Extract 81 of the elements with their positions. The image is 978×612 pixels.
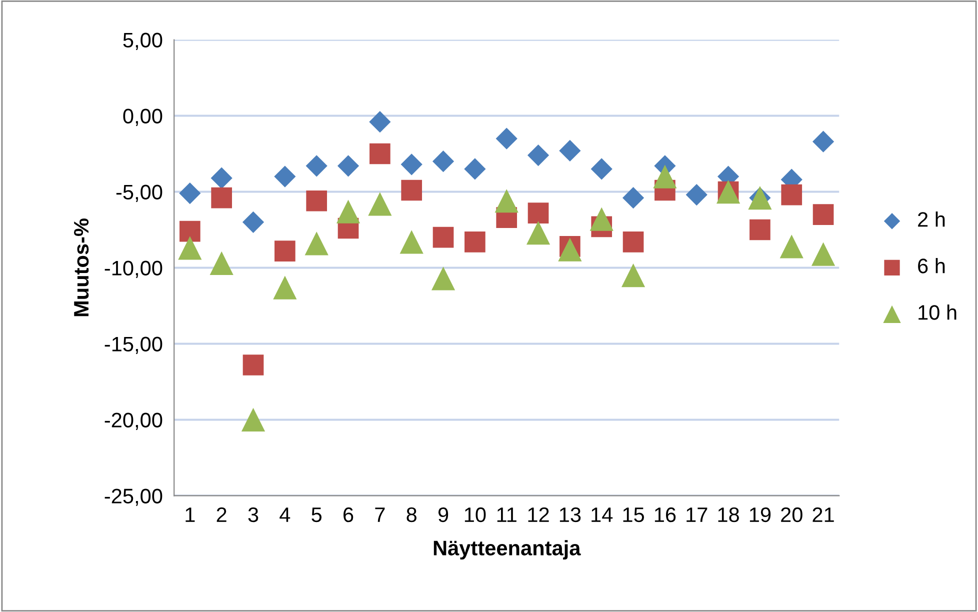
x-axis-title: Näytteenantaja [434,540,581,560]
point [400,154,422,176]
x-tick-label: 3 [248,507,258,522]
point [369,111,391,133]
x-tick-label: 17 [686,508,708,522]
point [210,251,234,275]
x-tick-label: 18 [718,507,739,522]
point [241,408,266,432]
x-tick-label: 21 [812,507,834,522]
point [811,242,836,266]
point [812,130,834,152]
point [370,143,390,164]
point [304,232,328,256]
point [494,189,518,213]
y-axis-title: Muutos-% [74,218,89,316]
point [336,200,360,224]
point [179,182,201,204]
point [180,220,200,242]
x-tick-label: 19 [750,507,771,522]
point [432,150,454,172]
x-tick-label: 4 [280,508,290,522]
point [781,184,802,206]
x-tick-label: 5 [312,508,322,522]
point [653,164,677,188]
point [780,234,804,258]
point [750,219,770,240]
x-tick-label: 20 [781,507,802,522]
point [686,184,708,206]
point [528,202,549,224]
point [368,192,392,216]
x-tick-label: 6 [344,507,354,522]
point [178,236,202,260]
point [527,144,550,166]
y-tick-label: 5,00 [123,32,162,50]
point [401,180,422,201]
point [306,190,328,212]
legend-label: 6 h [918,258,945,274]
y-tick-label: -15,00 [104,336,162,354]
y-tick-label: -20,00 [104,412,162,430]
x-tick-label: 9 [438,507,448,522]
point [274,166,296,188]
point [273,276,297,300]
point [464,231,486,252]
point [242,354,264,376]
x-tick-label: 10 [464,507,486,522]
point [590,158,612,180]
x-tick-label: 16 [654,507,676,522]
point [526,220,550,245]
point [306,155,328,177]
point [337,155,360,177]
point [559,140,581,162]
point [210,167,232,189]
point [496,128,518,150]
point [464,158,486,180]
y-tick-label: -5,00 [116,184,162,202]
x-tick-label: 14 [592,508,613,522]
point [432,226,454,248]
point [558,238,582,262]
x-tick-label: 1 [186,508,195,522]
point [400,230,424,254]
x-tick-label: 11 [497,508,516,522]
y-tick-label: 0,00 [123,108,162,126]
point [211,187,232,208]
point [590,207,614,231]
point [622,187,644,209]
point [242,211,264,233]
y-tick-label: -10,00 [104,260,162,278]
x-tick-label: 7 [375,508,385,522]
point [812,204,834,225]
legend-label: 2 h [918,212,945,227]
point [622,231,644,252]
x-tick-label: 8 [406,507,416,522]
point [431,266,456,290]
x-tick-label: 2 [216,507,226,522]
legend-label: 10 h [918,304,956,320]
y-tick-label: -25,00 [104,488,162,506]
x-tick-label: 13 [560,507,581,522]
x-tick-label: 12 [528,507,549,522]
point [621,264,646,288]
x-tick-label: 15 [623,508,644,522]
point [274,240,296,262]
